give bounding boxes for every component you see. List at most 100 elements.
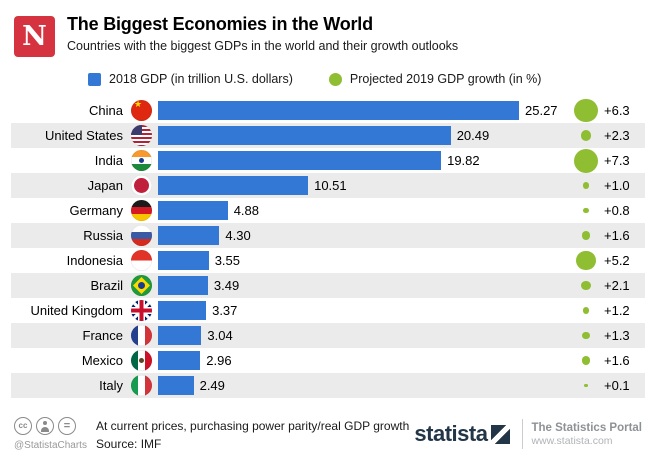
- growth-dot-box: [571, 207, 601, 214]
- legend-item-gdp: 2018 GDP (in trillion U.S. dollars): [88, 72, 293, 86]
- country-label: India: [94, 153, 123, 168]
- chart-row: Brazil 3.49 +2.1: [11, 273, 645, 298]
- growth-value-label: +1.6: [604, 228, 630, 243]
- growth-zone: +7.3: [545, 148, 645, 173]
- footnote-text: At current prices, purchasing power pari…: [96, 419, 410, 433]
- gdp-bar: [158, 251, 209, 270]
- gdp-value-label: 4.88: [233, 203, 259, 218]
- growth-dot-box: [571, 98, 601, 123]
- gdp-bar: [158, 326, 202, 345]
- gdp-legend-swatch-icon: [88, 72, 101, 86]
- growth-dot: [581, 356, 591, 365]
- country-label: Italy: [99, 378, 123, 393]
- growth-dot: [574, 148, 598, 173]
- growth-zone: +6.3: [545, 98, 645, 123]
- statista-wordmark: statista: [414, 421, 488, 446]
- growth-value-label: +0.1: [604, 378, 630, 393]
- gdp-bar: [158, 376, 194, 395]
- bar-zone: 3.55: [158, 248, 545, 273]
- chart-row: Germany 4.88 +0.8: [11, 198, 645, 223]
- growth-value-label: +1.3: [604, 328, 630, 343]
- legend-item-growth: Projected 2019 GDP growth (in %): [328, 72, 542, 86]
- bar-zone: 10.51: [158, 173, 545, 198]
- flag-icon-japan: [131, 175, 152, 196]
- growth-value-label: +6.3: [604, 103, 630, 118]
- bar-zone: 19.82: [158, 148, 545, 173]
- growth-dot-box: [571, 148, 601, 173]
- growth-dot: [582, 182, 590, 189]
- chart-row: Russia 4.30 +1.6: [11, 223, 645, 248]
- growth-dot: [574, 98, 598, 123]
- portal-url: www.statista.com: [531, 434, 613, 447]
- gdp-bar: [158, 126, 451, 145]
- growth-value-label: +2.3: [604, 128, 630, 143]
- flag-icon-brazil: [131, 275, 152, 296]
- bar-zone: 2.49: [158, 373, 545, 398]
- bar-zone: 4.88: [158, 198, 545, 223]
- growth-value-label: +1.0: [604, 178, 630, 193]
- footnote-block: At current prices, purchasing power pari…: [96, 417, 409, 453]
- country-label: Russia: [83, 228, 123, 243]
- gdp-bar: [158, 201, 228, 220]
- country-label: Germany: [69, 203, 123, 218]
- bar-chart: China 25.27 +6.3 United States 20.49 +2.3 Indi…: [0, 98, 656, 398]
- growth-dot-box: [571, 383, 601, 388]
- growth-zone: +1.6: [545, 353, 645, 368]
- gdp-value-label: 2.49: [199, 378, 225, 393]
- gdp-value-label: 3.37: [212, 303, 238, 318]
- gdp-value-label: 2.96: [206, 353, 232, 368]
- gdp-legend-label: 2018 GDP (in trillion U.S. dollars): [109, 72, 293, 86]
- gdp-value-label: 3.55: [214, 253, 240, 268]
- growth-dot-box: [571, 280, 601, 291]
- license-icons: cc =: [14, 417, 95, 435]
- growth-dot: [584, 383, 588, 388]
- growth-legend-label: Projected 2019 GDP growth (in %): [349, 72, 542, 86]
- chart-row: Italy 2.49 +0.1: [11, 373, 645, 398]
- cc-icon: cc: [14, 417, 32, 435]
- page-title: The Biggest Economies in the World: [67, 14, 373, 34]
- growth-zone: +2.3: [545, 128, 645, 143]
- flag-icon-russia: [131, 225, 152, 246]
- flag-icon-france: [131, 325, 152, 346]
- portal-block: The Statistics Portal www.statista.com: [531, 421, 642, 448]
- portal-tagline: The Statistics Portal: [531, 421, 642, 434]
- country-label: Japan: [87, 178, 123, 193]
- growth-dot-box: [571, 130, 601, 141]
- chart-row: India 19.82 +7.3: [11, 148, 645, 173]
- gdp-bar: [158, 351, 201, 370]
- bar-zone: 20.49: [158, 123, 545, 148]
- brand-divider: [522, 419, 524, 449]
- growth-value-label: +1.6: [604, 353, 630, 368]
- legend: 2018 GDP (in trillion U.S. dollars) Proj…: [88, 72, 656, 86]
- growth-value-label: +5.2: [604, 253, 630, 268]
- statista-handle: @StatistaCharts: [14, 440, 87, 451]
- bar-zone: 3.04: [158, 323, 545, 348]
- gdp-value-label: 3.49: [213, 278, 240, 293]
- gdp-bar: [158, 226, 220, 245]
- statista-logo-icon: [491, 424, 511, 444]
- page-subtitle: Countries with the biggest GDPs in the w…: [67, 39, 459, 53]
- chart-row: France 3.04 +1.3: [11, 323, 645, 348]
- growth-value-label: +7.3: [604, 153, 630, 168]
- country-label: United States: [44, 128, 123, 143]
- growth-dot: [582, 331, 590, 340]
- growth-dot: [576, 250, 596, 271]
- chart-row: Indonesia 3.55 +5.2: [11, 248, 645, 273]
- country-label: France: [82, 328, 123, 343]
- growth-value-label: +2.1: [604, 278, 630, 293]
- gdp-bar: [158, 151, 442, 170]
- gdp-value-label: 10.51: [314, 178, 347, 193]
- growth-dot-box: [571, 250, 601, 271]
- footer: cc = @StatistaCharts At current prices, …: [14, 417, 642, 453]
- country-label: Brazil: [90, 278, 123, 293]
- title-block: The Biggest Economies in the World Count…: [67, 14, 458, 53]
- statista-brand: statista The Statistics Portal www.stati…: [414, 419, 642, 449]
- growth-value-label: +1.2: [604, 303, 630, 318]
- flag-icon-india: [131, 150, 152, 171]
- flag-icon-germany: [131, 200, 152, 221]
- growth-dot: [581, 231, 591, 240]
- growth-zone: +1.2: [545, 303, 645, 318]
- growth-zone: +1.3: [545, 328, 645, 343]
- growth-zone: +0.8: [545, 203, 645, 218]
